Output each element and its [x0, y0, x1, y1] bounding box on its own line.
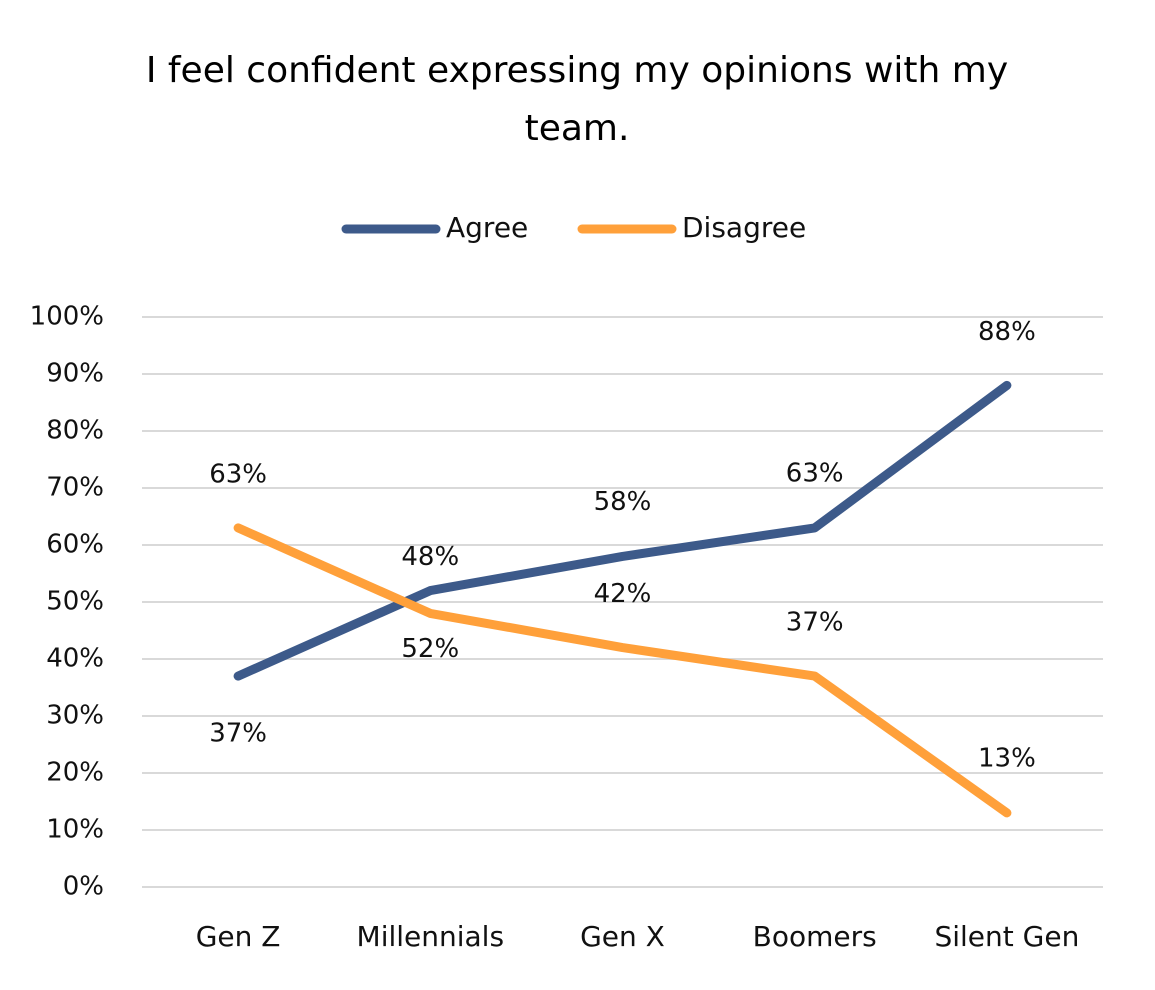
data-line	[233, 523, 1012, 818]
data-label: 88%	[978, 317, 1036, 347]
y-tick-label: 0%	[63, 872, 104, 902]
data-label: 48%	[401, 542, 459, 572]
y-tick-label: 40%	[46, 644, 104, 674]
data-label: 58%	[594, 487, 652, 517]
data-label: 52%	[401, 634, 459, 664]
data-label: 37%	[209, 719, 267, 749]
y-tick-label: 70%	[46, 473, 104, 503]
y-tick-label: 90%	[46, 359, 104, 389]
data-label: 13%	[978, 743, 1036, 773]
x-tick-label: Millennials	[357, 920, 505, 953]
x-tick-label: Gen X	[580, 920, 665, 953]
data-label: 63%	[786, 458, 844, 488]
data-label: 42%	[594, 579, 652, 609]
y-tick-label: 60%	[46, 530, 104, 560]
y-tick-label: 10%	[46, 815, 104, 845]
x-tick-label: Gen Z	[196, 920, 281, 953]
x-tick-label: Boomers	[753, 920, 877, 953]
legend-label: Disagree	[682, 211, 806, 244]
y-tick-label: 20%	[46, 758, 104, 788]
y-tick-label: 80%	[46, 416, 104, 446]
data-line	[233, 380, 1012, 681]
data-label: 63%	[209, 459, 267, 489]
legend-label: Agree	[446, 211, 528, 244]
data-label: 37%	[786, 608, 844, 638]
x-tick-label: Silent Gen	[934, 920, 1079, 953]
chart-title: I feel confident expressing my opinions …	[145, 50, 1009, 149]
y-tick-label: 100%	[30, 302, 104, 332]
y-tick-label: 50%	[46, 587, 104, 617]
y-tick-label: 30%	[46, 701, 104, 731]
